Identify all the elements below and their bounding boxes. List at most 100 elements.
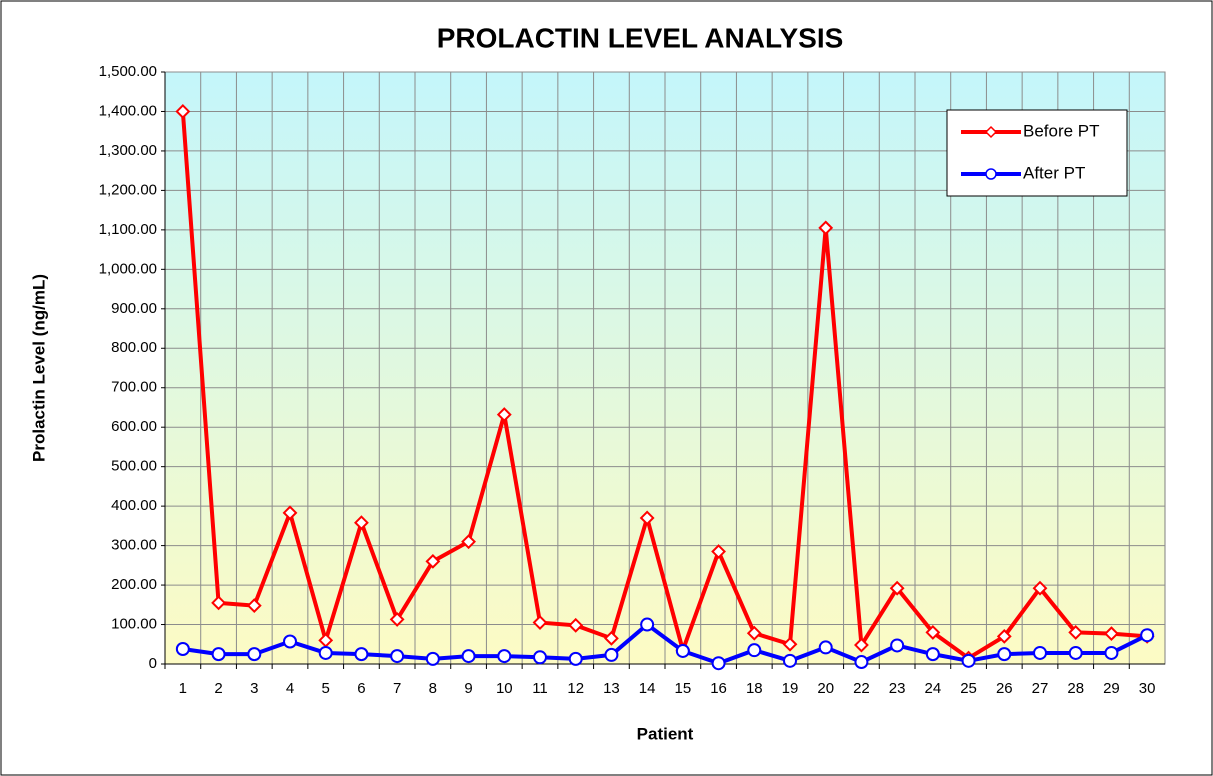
marker (390, 649, 405, 664)
x-tick-label: 3 (250, 680, 258, 697)
x-tick-label: 22 (853, 680, 870, 697)
marker (747, 643, 762, 658)
marker (604, 647, 619, 662)
marker (889, 580, 905, 596)
marker (354, 647, 369, 662)
marker (1068, 645, 1083, 660)
marker (175, 104, 191, 119)
legend-label: Before PT (1023, 121, 1100, 140)
marker (533, 650, 547, 665)
marker (854, 637, 869, 653)
marker (568, 617, 584, 633)
marker (675, 643, 690, 658)
legend-marker (984, 125, 998, 139)
marker (211, 647, 226, 662)
y-tick-label: 0 (149, 655, 157, 672)
legend-label: After PT (1023, 163, 1085, 182)
y-tick-label: 1,400.00 (99, 102, 157, 119)
legend-marker (985, 168, 997, 180)
y-tick-label: 700.00 (111, 379, 157, 396)
x-tick-label: 9 (464, 680, 472, 697)
marker (604, 630, 619, 646)
x-tick-label: 19 (782, 680, 799, 697)
y-tick-label: 500.00 (111, 458, 157, 475)
y-tick-label: 900.00 (111, 300, 157, 317)
x-tick-label: 1 (179, 680, 187, 697)
x-axis-label: Patient (637, 724, 694, 743)
marker (354, 515, 369, 531)
marker (246, 598, 262, 614)
marker (925, 625, 941, 640)
x-tick-label: 13 (603, 680, 620, 697)
x-tick-label: 14 (639, 680, 656, 697)
marker (247, 647, 262, 662)
x-tick-label: 23 (889, 680, 906, 697)
marker (461, 534, 476, 550)
x-tick-label: 30 (1139, 680, 1156, 697)
x-tick-label: 4 (286, 680, 294, 697)
x-tick-label: 28 (1067, 680, 1084, 697)
x-tick-label: 24 (925, 680, 942, 697)
marker (175, 642, 190, 657)
x-tick-label: 7 (393, 680, 401, 697)
marker (818, 220, 834, 236)
x-tick-label: 6 (357, 680, 365, 697)
marker (1140, 628, 1155, 643)
marker (497, 649, 512, 664)
marker (496, 407, 512, 422)
x-tick-label: 10 (496, 680, 513, 697)
y-tick-label: 1,300.00 (99, 142, 157, 159)
x-tick-label: 27 (1032, 680, 1049, 697)
marker (818, 640, 833, 655)
x-tick-label: 5 (322, 680, 330, 697)
series-line (182, 622, 1149, 666)
marker (996, 628, 1012, 644)
marker (1104, 645, 1119, 660)
y-tick-label: 1,000.00 (99, 260, 157, 277)
legend-box (946, 109, 1128, 197)
marker (783, 653, 797, 668)
marker (1104, 626, 1119, 642)
marker (532, 615, 548, 630)
marker (282, 505, 298, 521)
x-tick-label: 26 (996, 680, 1013, 697)
x-tick-label: 15 (675, 680, 692, 697)
x-tick-label: 25 (960, 680, 977, 697)
y-tick-label: 100.00 (111, 616, 157, 633)
marker (997, 647, 1012, 662)
marker (640, 617, 655, 632)
series-line (180, 111, 1148, 661)
y-tick-label: 200.00 (111, 576, 157, 593)
marker (283, 634, 297, 649)
y-axis-label: Prolactin Level (ng/mL) (29, 274, 48, 462)
y-tick-label: 400.00 (111, 497, 157, 514)
marker (961, 653, 976, 668)
x-tick-label: 29 (1103, 680, 1120, 697)
marker (746, 625, 762, 641)
marker (568, 651, 583, 666)
y-tick-label: 1,500.00 (99, 63, 157, 80)
marker (211, 595, 226, 611)
marker (711, 544, 726, 559)
y-tick-label: 1,200.00 (99, 181, 157, 198)
marker (1032, 580, 1048, 596)
x-tick-label: 2 (214, 680, 222, 697)
chart-title: PROLACTIN LEVEL ANALYSIS (437, 22, 844, 53)
x-tick-label: 16 (710, 680, 727, 697)
marker (318, 645, 333, 660)
x-tick-label: 11 (532, 680, 548, 697)
y-tick-label: 800.00 (111, 339, 157, 356)
marker (389, 611, 405, 627)
y-tick-label: 300.00 (111, 537, 157, 554)
marker (1068, 625, 1084, 640)
marker (925, 647, 940, 662)
marker (639, 510, 655, 526)
marker (854, 655, 869, 670)
y-tick-label: 1,100.00 (99, 221, 157, 238)
marker (711, 656, 726, 671)
marker (890, 638, 905, 653)
x-tick-label: 18 (746, 680, 763, 697)
marker (425, 651, 440, 666)
x-tick-label: 12 (567, 680, 584, 697)
